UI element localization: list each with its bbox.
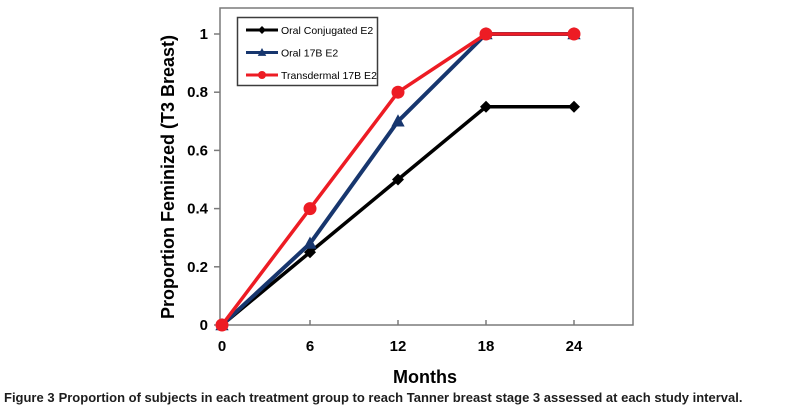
marker-circle-icon: [567, 27, 581, 41]
x-tick-label: 18: [478, 338, 495, 355]
y-tick-label: 1: [200, 26, 208, 43]
x-tick-label: 6: [306, 338, 314, 355]
marker-circle-icon: [258, 71, 266, 79]
series-oral-conjugated-e2: [216, 100, 580, 331]
x-axis-title: Months: [393, 367, 457, 387]
marker-diamond-icon: [304, 246, 316, 259]
series-line-oral-conjugated-e2: [220, 105, 574, 327]
marker-diamond-icon: [480, 100, 492, 113]
marker-circle-icon: [391, 85, 405, 99]
marker-circle-icon: [479, 27, 493, 41]
y-tick-label: 0.2: [187, 259, 208, 276]
legend-item-oral-17b-e2: Oral 17B E2: [246, 48, 338, 60]
legend: Oral Conjugated E2 Oral 17B E2 Transdermal…: [236, 16, 379, 87]
marker-circle-icon: [215, 318, 229, 332]
figure-caption-text: Proportion of subjects in each treatment…: [58, 390, 743, 405]
x-tick-label: 0: [218, 338, 226, 355]
marker-diamond-icon: [392, 173, 404, 186]
marker-diamond-icon: [568, 100, 580, 113]
legend-label-oral-conjugated-e2: Oral Conjugated E2: [281, 25, 373, 37]
y-tick-label: 0: [200, 317, 208, 334]
y-axis-title: Proportion Feminized (T3 Breast): [158, 34, 178, 320]
figure-caption: Figure 3 Proportion of subjects in each t…: [4, 389, 792, 406]
legend-label-oral-17b-e2: Oral 17B E2: [281, 48, 338, 60]
marker-triangle-icon: [391, 114, 405, 127]
legend-label-transdermal-17b-e2: Transdermal 17B E2: [281, 70, 377, 82]
y-tick-label: 0.4: [187, 201, 209, 218]
marker-triangle-icon: [257, 48, 267, 56]
marker-circle-icon: [303, 202, 317, 216]
line-chart: 0 6 12 18 24 0 0.2 0.4 0.6 0.8 1 Oral Conjugated E2…: [187, 7, 634, 355]
figure-caption-label: Figure 3: [4, 390, 55, 405]
x-tick-label: 24: [566, 338, 583, 355]
plot-area: [219, 7, 634, 326]
marker-diamond-icon: [258, 26, 266, 34]
x-tick-label: 12: [390, 338, 407, 355]
legend-item-transdermal-17b-e2: Transdermal 17B E2: [246, 70, 377, 82]
y-tick-label: 0.8: [187, 84, 208, 101]
y-tick-label: 0.6: [187, 142, 208, 159]
marker-triangle-icon: [303, 236, 317, 249]
series-transdermal-17b-e2: [215, 27, 581, 332]
legend-item-oral-conjugated-e2: Oral Conjugated E2: [246, 25, 373, 37]
